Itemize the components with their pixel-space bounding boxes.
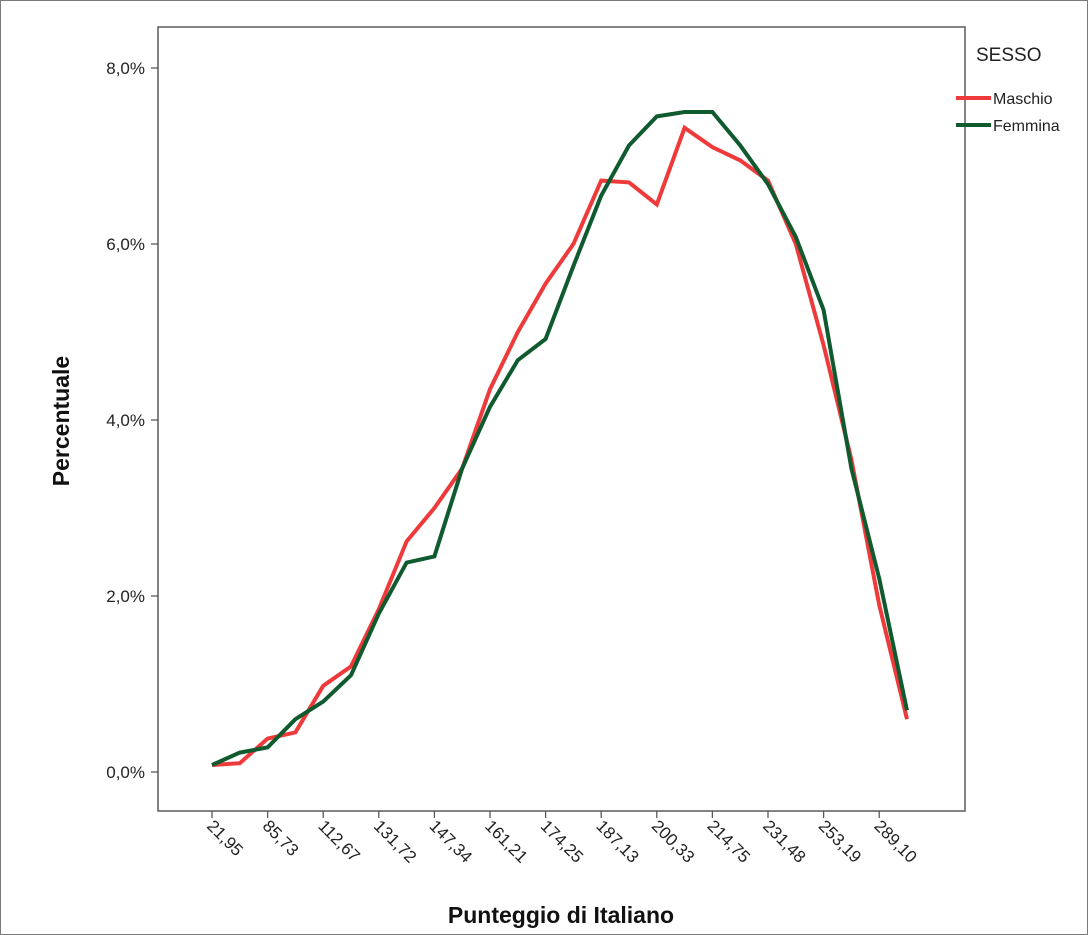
legend: SESSO Maschio Femmina <box>956 45 1060 135</box>
x-axis-title: Punteggio di Italiano <box>448 902 674 928</box>
series-layer <box>211 110 909 767</box>
x-tick-label: 21,95 <box>203 816 247 860</box>
x-tick-label: 289,10 <box>870 816 920 866</box>
x-tick-label: 147,34 <box>426 816 476 866</box>
x-tick-label: 161,21 <box>481 816 531 866</box>
y-tick-label: 6,0% <box>106 235 145 254</box>
y-axis-title: Percentuale <box>48 356 74 486</box>
legend-label-maschio: Maschio <box>993 91 1053 108</box>
x-tick-label: 174,25 <box>537 816 587 866</box>
x-tick-label: 231,48 <box>759 816 809 866</box>
y-tick-label: 0,0% <box>106 763 145 782</box>
y-axis: 0,0% 2,0% 4,0% 6,0% 8,0% <box>106 59 158 782</box>
x-tick-label: 112,67 <box>314 816 363 865</box>
x-tick-label: 85,73 <box>259 816 303 860</box>
x-tick-label: 131,72 <box>370 816 420 866</box>
y-tick-label: 8,0% <box>106 59 145 78</box>
x-tick-label: 187,13 <box>592 816 642 866</box>
x-tick-label: 214,75 <box>704 816 754 866</box>
series-line-femmina <box>211 110 909 767</box>
x-tick-label: 200,33 <box>648 816 698 866</box>
y-tick-label: 4,0% <box>106 411 145 430</box>
x-axis: 21,95 85,73 112,67 131,72 147,34 161,21 174,25… <box>203 811 921 867</box>
legend-entries: Maschio Femmina <box>956 91 1060 135</box>
legend-title: SESSO <box>976 45 1041 66</box>
y-tick-label: 2,0% <box>106 587 145 606</box>
x-tick-label: 253,19 <box>815 816 865 866</box>
plot-area <box>157 26 966 812</box>
legend-label-femmina: Femmina <box>993 118 1060 135</box>
series-line-maschio <box>211 124 909 767</box>
